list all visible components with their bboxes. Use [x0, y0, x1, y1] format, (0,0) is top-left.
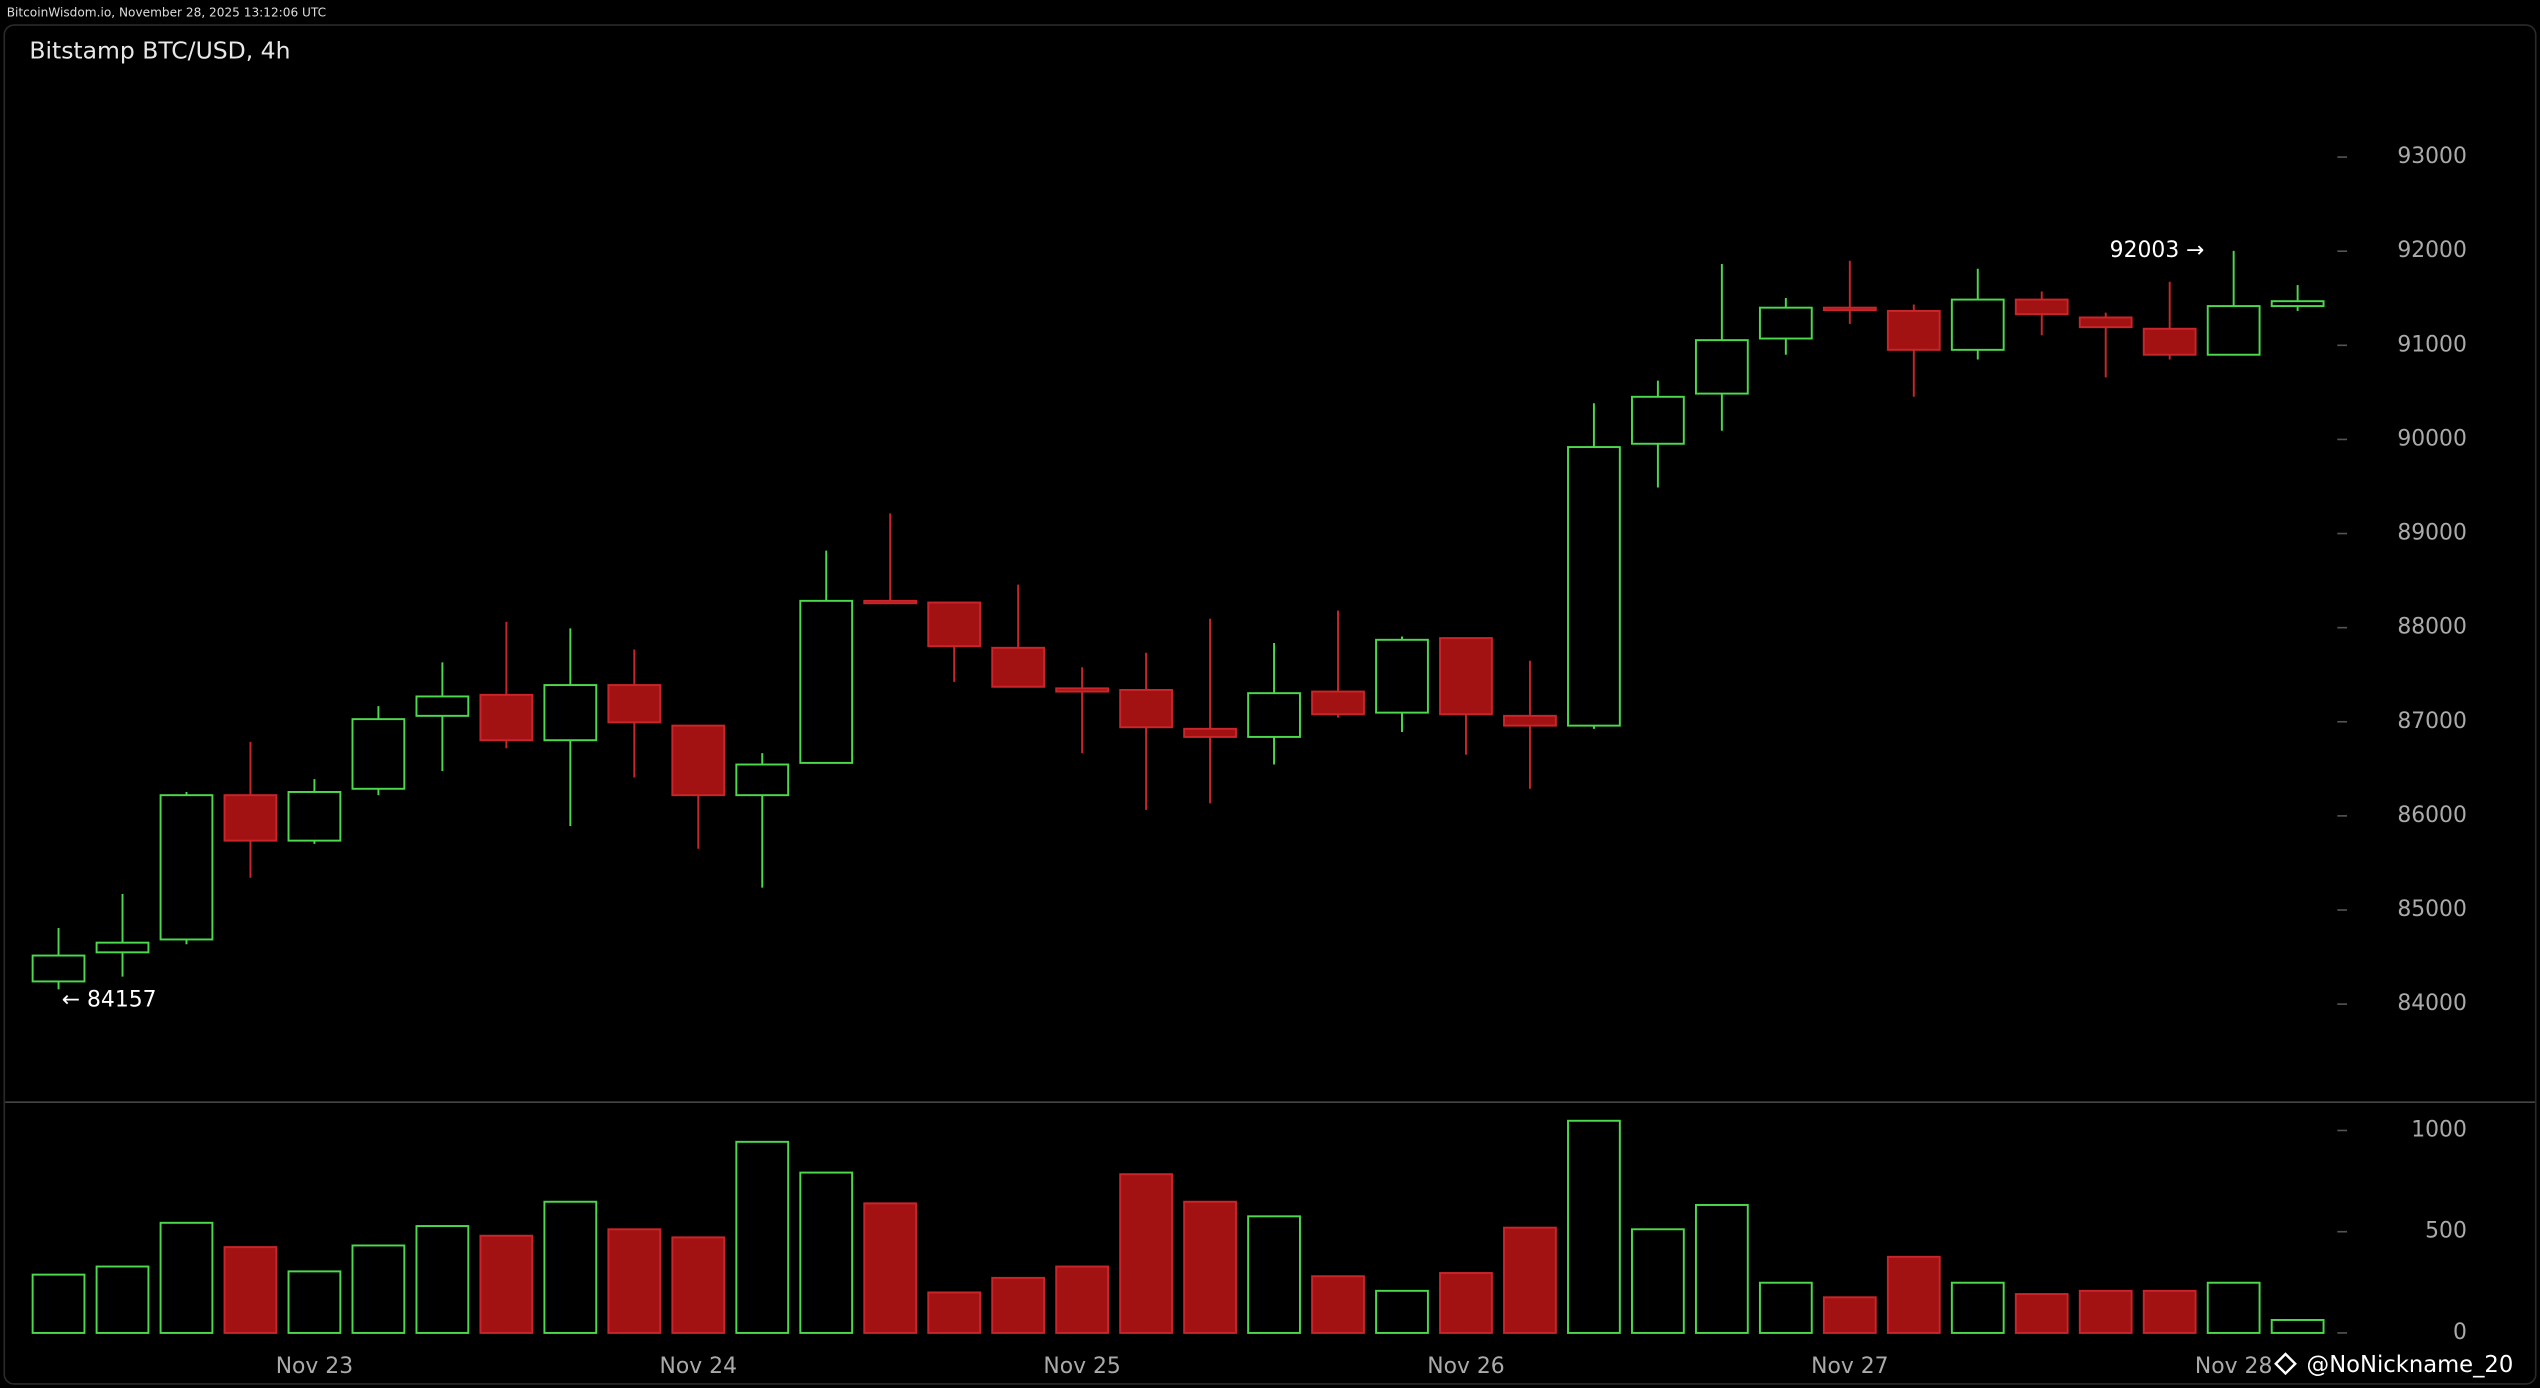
candle-body — [671, 724, 726, 797]
x-tick-label: Nov 23 — [276, 1354, 353, 1379]
volume-bar — [1119, 1173, 1173, 1334]
volume-bar — [1758, 1281, 1813, 1334]
candle-body — [1247, 692, 1301, 738]
volume-bar — [2078, 1289, 2133, 1334]
x-tick-label: Nov 28 — [2195, 1354, 2272, 1379]
volume-bar — [2014, 1293, 2069, 1334]
candle-body — [2270, 300, 2325, 308]
volume-bar — [735, 1140, 790, 1334]
volume-bar — [607, 1228, 662, 1334]
annotation: ← 84157 — [62, 988, 157, 1013]
volume-bar — [1183, 1200, 1237, 1334]
volume-bar — [2270, 1319, 2325, 1334]
volume-bar — [543, 1200, 598, 1334]
y-tick-label: 84000 — [2397, 991, 2467, 1016]
y-tick-label: 93000 — [2397, 144, 2467, 169]
watermark: @NoNickname_20 — [2307, 1352, 2514, 1378]
candle-body — [95, 941, 150, 954]
candle-body — [1311, 690, 1365, 716]
volume-bar — [799, 1171, 854, 1334]
volume-bar — [479, 1234, 534, 1334]
candle-body — [1694, 339, 1749, 395]
candle-body — [1439, 637, 1493, 716]
volume-bar — [351, 1244, 406, 1334]
y-tick-label: 1000 — [2411, 1117, 2467, 1142]
volume-bar — [1567, 1119, 1621, 1334]
volume-bar — [287, 1270, 342, 1334]
y-tick-label: 85000 — [2397, 897, 2467, 922]
volume-bar — [1886, 1255, 1941, 1334]
candle-body — [799, 599, 854, 764]
volume-bar — [1311, 1275, 1365, 1334]
candle-body — [31, 954, 86, 983]
volume-bar — [1055, 1265, 1110, 1334]
candle-body — [2206, 305, 2261, 356]
x-tick-label: Nov 24 — [660, 1354, 737, 1379]
volume-bar — [1631, 1228, 1685, 1334]
candle-body — [1758, 306, 1813, 340]
volume-bar — [31, 1273, 86, 1334]
candle-body — [1567, 446, 1621, 727]
y-tick-label: 500 — [2425, 1219, 2467, 1244]
candle-body — [1631, 395, 1685, 445]
candle-body — [159, 794, 214, 941]
candle-body — [2014, 298, 2069, 316]
volume-bar — [415, 1225, 470, 1334]
volume-bar — [1503, 1226, 1557, 1334]
volume-bar — [2206, 1281, 2261, 1334]
candle-body — [1055, 687, 1110, 693]
y-tick-label: 86000 — [2397, 803, 2467, 828]
candle-body — [2142, 327, 2197, 356]
volume-bar — [863, 1202, 918, 1334]
candle-body — [1183, 727, 1237, 738]
y-tick-label: 92000 — [2397, 238, 2467, 263]
volume-bar — [159, 1221, 214, 1334]
chart-title: Bitstamp BTC/USD, 4h — [29, 36, 290, 64]
volume-bar — [223, 1246, 278, 1334]
candle-body — [991, 646, 1046, 688]
volume-bar — [95, 1265, 150, 1334]
volume-bar — [1247, 1215, 1301, 1334]
volume-bar — [1375, 1289, 1429, 1334]
volume-bar — [1822, 1296, 1877, 1334]
y-tick-label: 0 — [2453, 1320, 2467, 1345]
volume-bar — [2142, 1289, 2197, 1334]
candle-body — [1950, 298, 2005, 351]
candle-body — [735, 763, 790, 797]
candle-body — [415, 695, 470, 717]
y-tick-label: 87000 — [2397, 709, 2467, 734]
header: BitcoinWisdom.io, November 28, 2025 13:1… — [7, 5, 326, 19]
candle-body — [1822, 306, 1877, 312]
volume-bar — [1694, 1204, 1749, 1334]
x-tick-label: Nov 27 — [1811, 1354, 1888, 1379]
y-tick-label: 88000 — [2397, 615, 2467, 640]
annotation: 92003 → — [2110, 238, 2205, 263]
y-tick-label: 90000 — [2397, 426, 2467, 451]
x-tick-label: Nov 25 — [1043, 1354, 1120, 1379]
candle-body — [1503, 714, 1557, 727]
candle-body — [2078, 316, 2133, 329]
volume-bar — [1950, 1281, 2005, 1334]
candle-body — [287, 791, 342, 842]
candle-body — [1119, 688, 1173, 729]
candle-body — [479, 693, 534, 742]
volume-bar — [1439, 1272, 1493, 1334]
candle-body — [351, 718, 406, 790]
volume-bar — [991, 1276, 1046, 1334]
candle-body — [1886, 309, 1941, 351]
watermark-logo — [2274, 1352, 2297, 1376]
y-tick-label: 89000 — [2397, 521, 2467, 546]
volume-bar — [671, 1236, 726, 1334]
candle-body — [927, 601, 982, 648]
candle-body — [1375, 638, 1429, 714]
volume-bar — [927, 1291, 982, 1334]
x-tick-label: Nov 26 — [1427, 1354, 1504, 1379]
candle-body — [863, 599, 918, 605]
candle-body — [607, 684, 662, 724]
candle-body — [223, 794, 278, 842]
candle-body — [543, 684, 598, 742]
y-tick-label: 91000 — [2397, 332, 2467, 357]
